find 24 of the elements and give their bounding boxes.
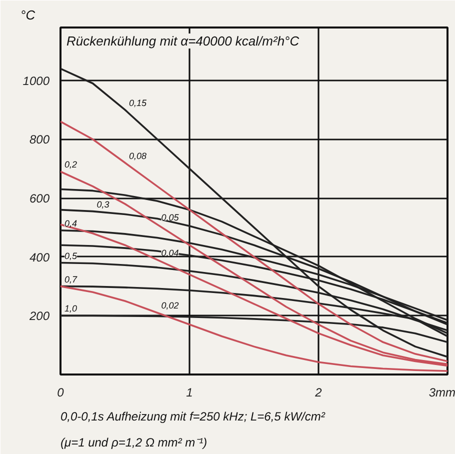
y-tick-label: 400 — [29, 250, 50, 264]
y-tick-label: 1000 — [22, 74, 50, 88]
text: (μ=1 und ρ=1,2 Ω mm² m⁻¹) — [60, 436, 208, 450]
annotation: 0,4 — [64, 218, 78, 228]
annotation: 0,05 — [161, 212, 180, 223]
annotation: 1,0 — [64, 304, 78, 314]
annotation: 0,5 — [64, 250, 78, 261]
annotation: 0,2 — [64, 160, 78, 170]
y-tick-label: 600 — [29, 192, 50, 206]
annotation: 0,08 — [129, 150, 147, 161]
x-tick-label: 3mm — [428, 386, 455, 400]
annotation: 0,02 — [161, 300, 179, 311]
y-tick-label: 800 — [29, 132, 50, 147]
x-tick-label: 0 — [57, 386, 64, 400]
y-axis-title: °C — [20, 8, 36, 22]
annotation: 0,3 — [96, 199, 110, 210]
annotation: 0,7 — [64, 274, 78, 284]
text: 0,0-0,1s Aufheizung mit f=250 kHz; L=6,5 kW/cm² — [60, 410, 326, 424]
x-tick-label: 2 — [314, 386, 322, 400]
annotation: 0,15 — [129, 98, 148, 108]
text: Rückenkühlung mit α=40000 kcal/m²h°C — [66, 34, 300, 48]
x-tick-label: 1 — [186, 386, 193, 400]
y-tick-label: 200 — [28, 309, 50, 324]
annotation: 0,04 — [161, 248, 179, 258]
